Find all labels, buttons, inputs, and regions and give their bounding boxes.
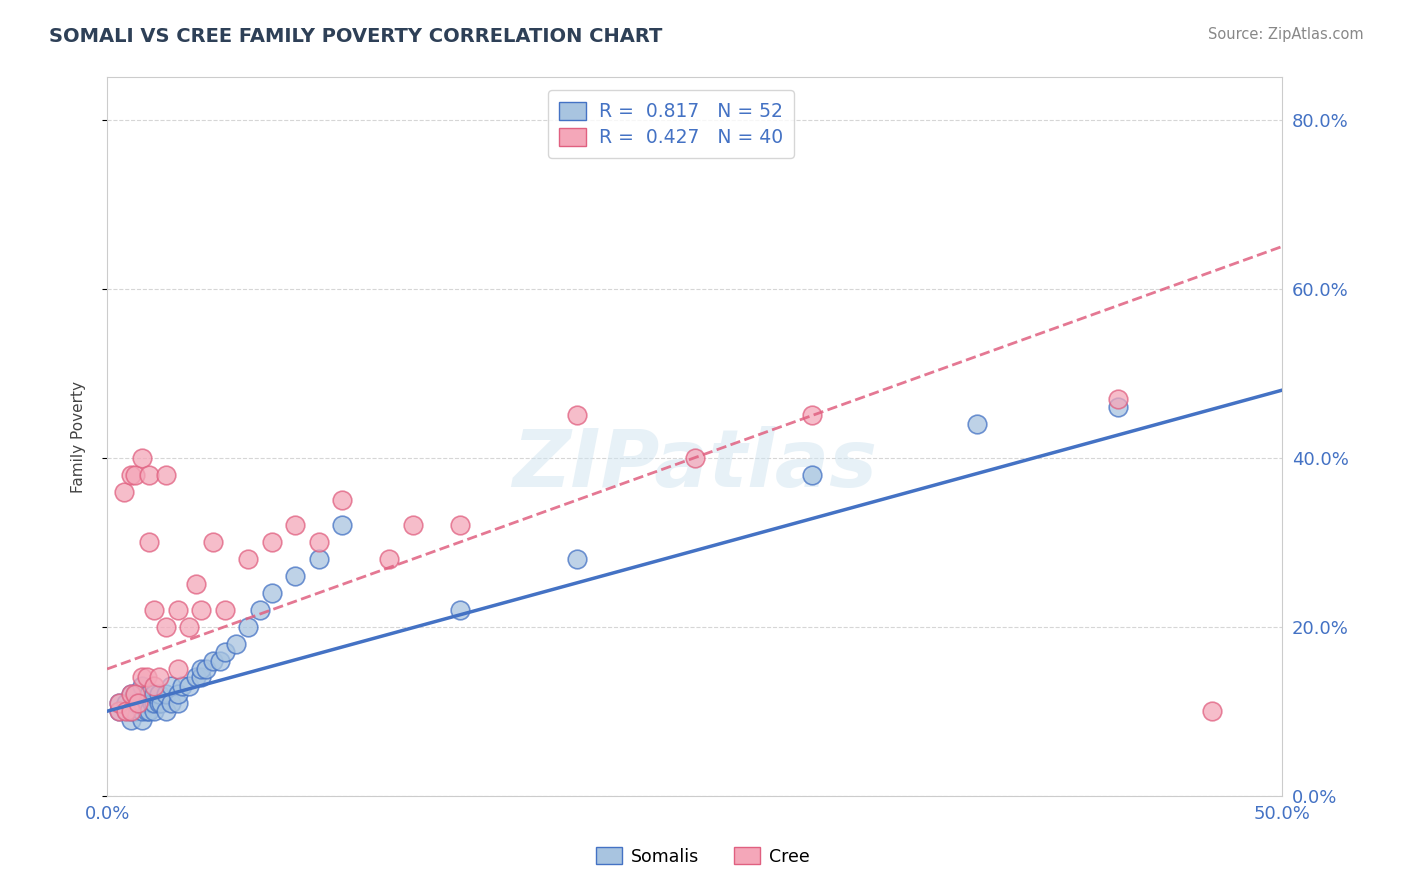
Point xyxy=(124,687,146,701)
Point xyxy=(124,687,146,701)
Point xyxy=(124,467,146,482)
Point xyxy=(124,704,146,718)
Point xyxy=(449,603,471,617)
Point xyxy=(143,687,166,701)
Point xyxy=(249,603,271,617)
Point xyxy=(141,696,163,710)
Legend: Somalis, Cree: Somalis, Cree xyxy=(589,840,817,872)
Point xyxy=(166,696,188,710)
Point xyxy=(108,704,131,718)
Point xyxy=(136,696,159,710)
Point xyxy=(131,713,153,727)
Point xyxy=(131,670,153,684)
Point xyxy=(115,696,138,710)
Point xyxy=(155,704,177,718)
Point xyxy=(108,696,131,710)
Point xyxy=(120,713,142,727)
Point xyxy=(236,620,259,634)
Point xyxy=(565,552,588,566)
Point xyxy=(179,679,201,693)
Point xyxy=(801,409,824,423)
Point xyxy=(143,704,166,718)
Point xyxy=(148,670,170,684)
Point xyxy=(260,586,283,600)
Point xyxy=(131,696,153,710)
Point xyxy=(120,467,142,482)
Point xyxy=(194,662,217,676)
Point xyxy=(801,467,824,482)
Point xyxy=(131,679,153,693)
Point xyxy=(120,704,142,718)
Point xyxy=(186,670,208,684)
Text: ZIPatlas: ZIPatlas xyxy=(512,426,877,504)
Text: Source: ZipAtlas.com: Source: ZipAtlas.com xyxy=(1208,27,1364,42)
Point xyxy=(131,450,153,465)
Point xyxy=(166,603,188,617)
Point xyxy=(284,569,307,583)
Point xyxy=(308,535,330,549)
Point xyxy=(172,679,194,693)
Point xyxy=(115,704,138,718)
Point xyxy=(378,552,401,566)
Point xyxy=(330,493,353,508)
Point xyxy=(148,696,170,710)
Point xyxy=(112,484,135,499)
Point xyxy=(179,620,201,634)
Y-axis label: Family Poverty: Family Poverty xyxy=(72,381,86,492)
Point xyxy=(208,654,231,668)
Point xyxy=(190,662,212,676)
Point xyxy=(143,696,166,710)
Text: SOMALI VS CREE FAMILY POVERTY CORRELATION CHART: SOMALI VS CREE FAMILY POVERTY CORRELATIO… xyxy=(49,27,662,45)
Point xyxy=(284,518,307,533)
Point xyxy=(143,603,166,617)
Point xyxy=(201,535,224,549)
Point xyxy=(143,679,166,693)
Point xyxy=(148,687,170,701)
Point xyxy=(260,535,283,549)
Point xyxy=(1107,392,1129,406)
Point xyxy=(138,467,160,482)
Point xyxy=(124,696,146,710)
Point xyxy=(190,603,212,617)
Point xyxy=(166,687,188,701)
Point xyxy=(449,518,471,533)
Point xyxy=(150,696,173,710)
Point xyxy=(330,518,353,533)
Point xyxy=(138,535,160,549)
Point xyxy=(966,417,988,431)
Point xyxy=(159,696,181,710)
Point xyxy=(138,687,160,701)
Point xyxy=(155,620,177,634)
Point xyxy=(214,645,236,659)
Point xyxy=(138,704,160,718)
Point xyxy=(214,603,236,617)
Point xyxy=(120,687,142,701)
Point xyxy=(136,670,159,684)
Point xyxy=(159,679,181,693)
Point xyxy=(115,704,138,718)
Point xyxy=(120,704,142,718)
Point xyxy=(190,670,212,684)
Point xyxy=(401,518,423,533)
Point xyxy=(155,687,177,701)
Point xyxy=(131,704,153,718)
Point xyxy=(1201,704,1223,718)
Point xyxy=(108,696,131,710)
Point xyxy=(308,552,330,566)
Point xyxy=(225,637,247,651)
Point xyxy=(683,450,706,465)
Point xyxy=(236,552,259,566)
Legend: R =  0.817   N = 52, R =  0.427   N = 40: R = 0.817 N = 52, R = 0.427 N = 40 xyxy=(548,90,794,158)
Point xyxy=(155,467,177,482)
Point xyxy=(186,577,208,591)
Point xyxy=(201,654,224,668)
Point xyxy=(136,704,159,718)
Point xyxy=(127,696,149,710)
Point xyxy=(1107,400,1129,414)
Point xyxy=(120,687,142,701)
Point xyxy=(108,704,131,718)
Point xyxy=(166,662,188,676)
Point xyxy=(565,409,588,423)
